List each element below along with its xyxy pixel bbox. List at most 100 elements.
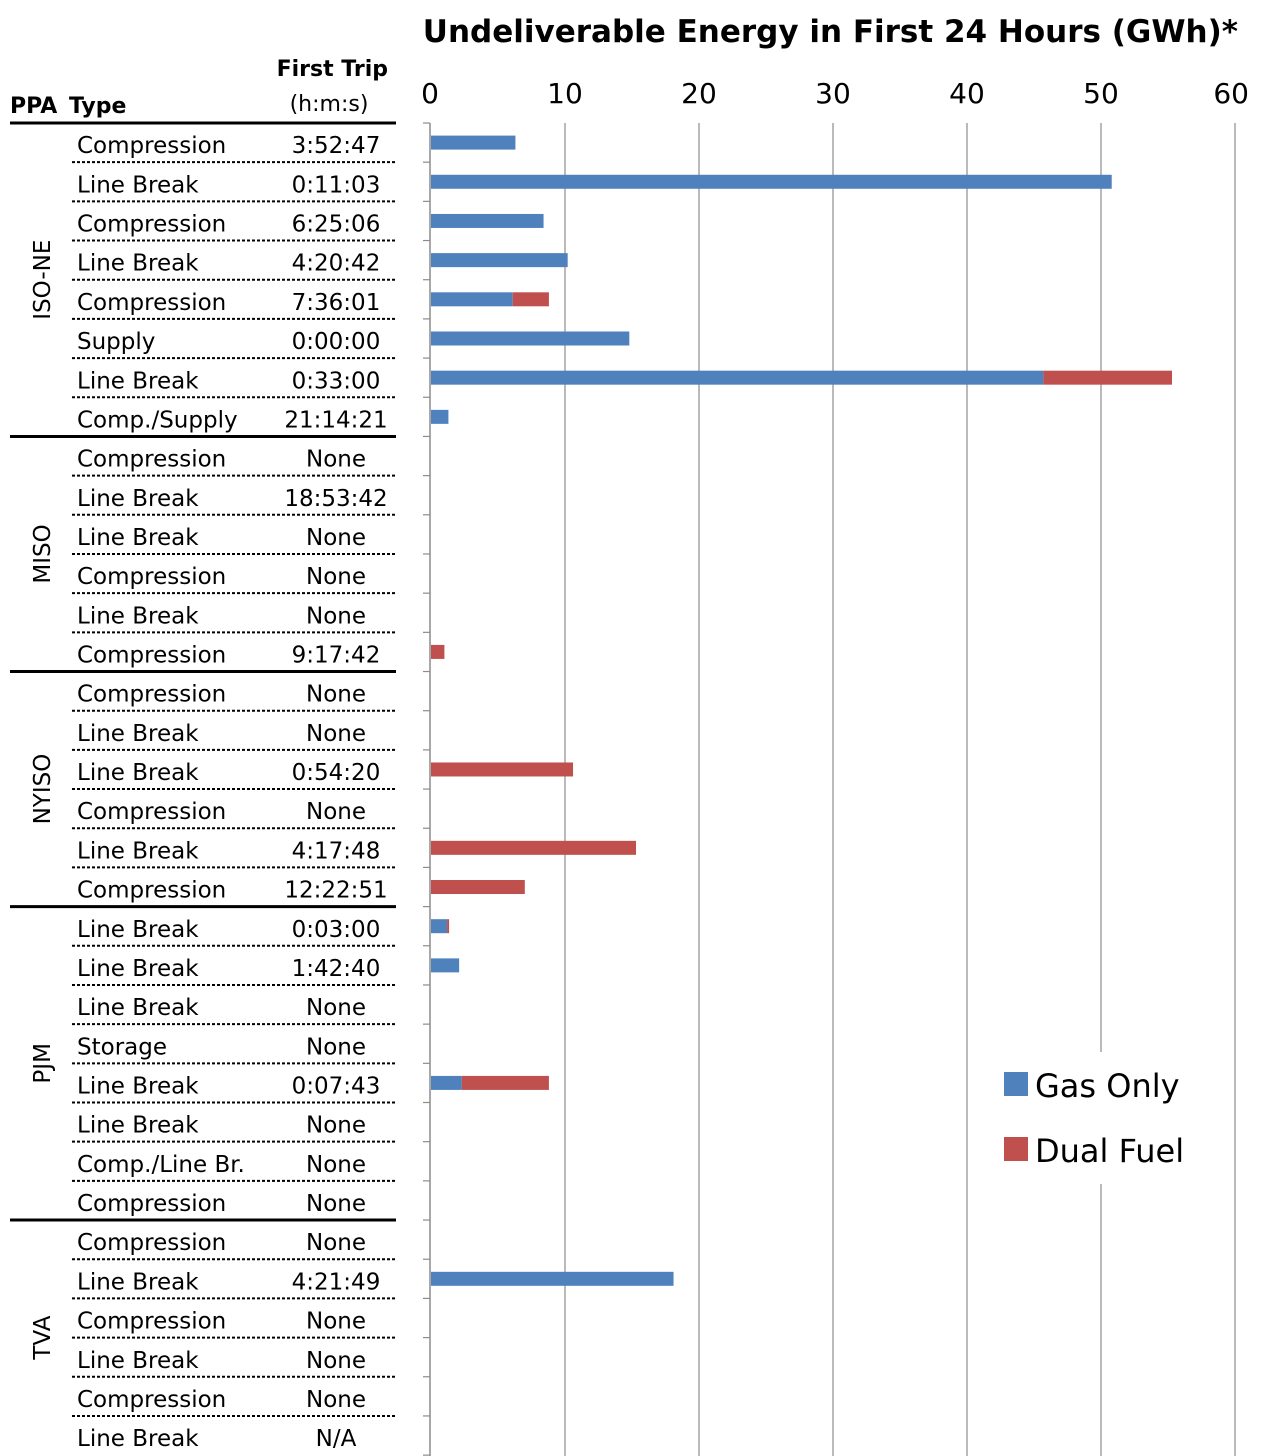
bar-dual-fuel	[431, 880, 525, 895]
x-tick-label: 20	[681, 77, 717, 110]
row-type-label: Line Break	[77, 1269, 199, 1295]
bar-gas-only	[431, 370, 1044, 385]
row-first-trip-label: 9:17:42	[292, 643, 381, 669]
row-type-label: Compression	[77, 1309, 226, 1335]
row-type-label: Line Break	[77, 1426, 199, 1452]
row-first-trip-label: 21:14:21	[284, 407, 387, 433]
row-type-label: Compression	[77, 212, 226, 238]
bar-gas-only	[431, 1075, 462, 1090]
bars	[431, 135, 1173, 1286]
row-first-trip-label: 4:17:48	[292, 838, 381, 864]
x-tick-label: 10	[547, 77, 583, 110]
row-first-trip-label: None	[306, 525, 366, 551]
row-first-trip-label: 0:54:20	[292, 760, 381, 786]
type-header: Type	[69, 94, 126, 119]
row-type-label: Line Break	[77, 603, 199, 629]
row-first-trip-label: None	[306, 1348, 366, 1374]
bar-gas-only	[431, 213, 544, 228]
bar-gas-only	[431, 253, 568, 268]
row-first-trip-label: None	[306, 682, 366, 708]
legend-swatch	[1004, 1137, 1028, 1161]
ppa-group-label: ISO-NE	[30, 240, 56, 320]
bar-dual-fuel	[512, 292, 549, 307]
row-first-trip-label: None	[306, 1113, 366, 1139]
x-tick-label: 0	[421, 77, 439, 110]
row-type-label: Supply	[77, 329, 155, 355]
bar-dual-fuel	[461, 1075, 549, 1090]
ppa-header: PPA	[10, 94, 57, 119]
row-type-label: Line Break	[77, 1113, 199, 1139]
row-type-label: Compression	[77, 290, 226, 316]
row-type-label: Compression	[77, 878, 226, 904]
row-type-label: Line Break	[77, 525, 199, 551]
row-first-trip-label: 4:20:42	[292, 251, 381, 277]
legend-label: Dual Fuel	[1035, 1132, 1184, 1170]
row-first-trip-label: None	[306, 995, 366, 1021]
row-first-trip-label: None	[306, 603, 366, 629]
row-first-trip-label: None	[306, 721, 366, 747]
bar-dual-fuel	[431, 840, 637, 855]
row-first-trip-label: None	[306, 1034, 366, 1060]
bar-gas-only	[431, 174, 1112, 189]
row-first-trip-label: 0:11:03	[292, 172, 381, 198]
bar-gas-only	[431, 919, 448, 934]
x-tick-label: 60	[1213, 77, 1249, 110]
row-type-label: Line Break	[77, 251, 199, 277]
row-first-trip-label: 18:53:42	[284, 486, 387, 512]
value-axis: 0 10 20 30 40 50 60	[421, 77, 1249, 1456]
legend-swatch	[1004, 1072, 1028, 1096]
row-first-trip-label: 1:42:40	[292, 956, 381, 982]
row-first-trip-label: 6:25:06	[292, 212, 381, 238]
row-type-label: Line Break	[77, 368, 199, 394]
row-first-trip-label: 0:33:00	[292, 368, 381, 394]
row-type-label: Line Break	[77, 486, 199, 512]
row-type-label: Line Break	[77, 917, 199, 943]
row-type-label: Compression	[77, 1191, 226, 1217]
bar-gas-only	[431, 331, 630, 346]
ppa-group-label: MISO	[30, 524, 56, 583]
row-first-trip-label: 12:22:51	[284, 878, 387, 904]
bar-dual-fuel	[447, 919, 450, 934]
gridlines	[564, 123, 1236, 1456]
bar-gas-only	[431, 135, 516, 150]
row-type-label: Compression	[77, 133, 226, 159]
bar-dual-fuel	[431, 762, 574, 777]
row-table: Compression 3:52:47 Line Break 0:11:03 Compr…	[10, 121, 396, 1452]
row-first-trip-label: None	[306, 1230, 366, 1256]
row-first-trip-label: N/A	[316, 1426, 357, 1452]
row-type-label: Compression	[77, 1387, 226, 1413]
ppa-group-label: PJM	[30, 1043, 56, 1084]
row-type-label: Line Break	[77, 838, 199, 864]
ppa-group-label: NYISO	[30, 754, 56, 825]
row-first-trip-label: 4:21:49	[292, 1269, 381, 1295]
legend: Gas Only Dual Fuel	[1004, 1067, 1184, 1170]
bar-gas-only	[431, 1271, 674, 1286]
row-type-label: Storage	[77, 1034, 167, 1060]
first-trip-subheader: (h:m:s)	[290, 92, 369, 117]
bar-gas-only	[431, 958, 460, 973]
row-type-label: Line Break	[77, 1074, 199, 1100]
row-type-label: Line Break	[77, 172, 199, 198]
row-first-trip-label: 3:52:47	[292, 133, 381, 159]
row-first-trip-label: None	[306, 1152, 366, 1178]
row-type-label: Line Break	[77, 995, 199, 1021]
row-type-label: Compression	[77, 643, 226, 669]
row-type-label: Compression	[77, 1230, 226, 1256]
chart-title: Undeliverable Energy in First 24 Hours (…	[423, 14, 1238, 50]
row-type-label: Comp./Line Br.	[77, 1152, 245, 1178]
row-first-trip-label: 0:07:43	[292, 1074, 381, 1100]
row-first-trip-label: None	[306, 447, 366, 473]
x-tick-label: 40	[949, 77, 985, 110]
row-type-label: Compression	[77, 799, 226, 825]
row-first-trip-label: None	[306, 564, 366, 590]
row-first-trip-label: None	[306, 1387, 366, 1413]
bar-dual-fuel	[1043, 370, 1173, 385]
row-type-label: Line Break	[77, 956, 199, 982]
bar-gas-only	[431, 292, 513, 307]
row-type-label: Compression	[77, 564, 226, 590]
row-type-label: Line Break	[77, 1348, 199, 1374]
row-first-trip-label: 0:00:00	[292, 329, 381, 355]
row-first-trip-label: None	[306, 1191, 366, 1217]
first-trip-header: First Trip	[277, 57, 388, 82]
row-type-label: Compression	[77, 682, 226, 708]
